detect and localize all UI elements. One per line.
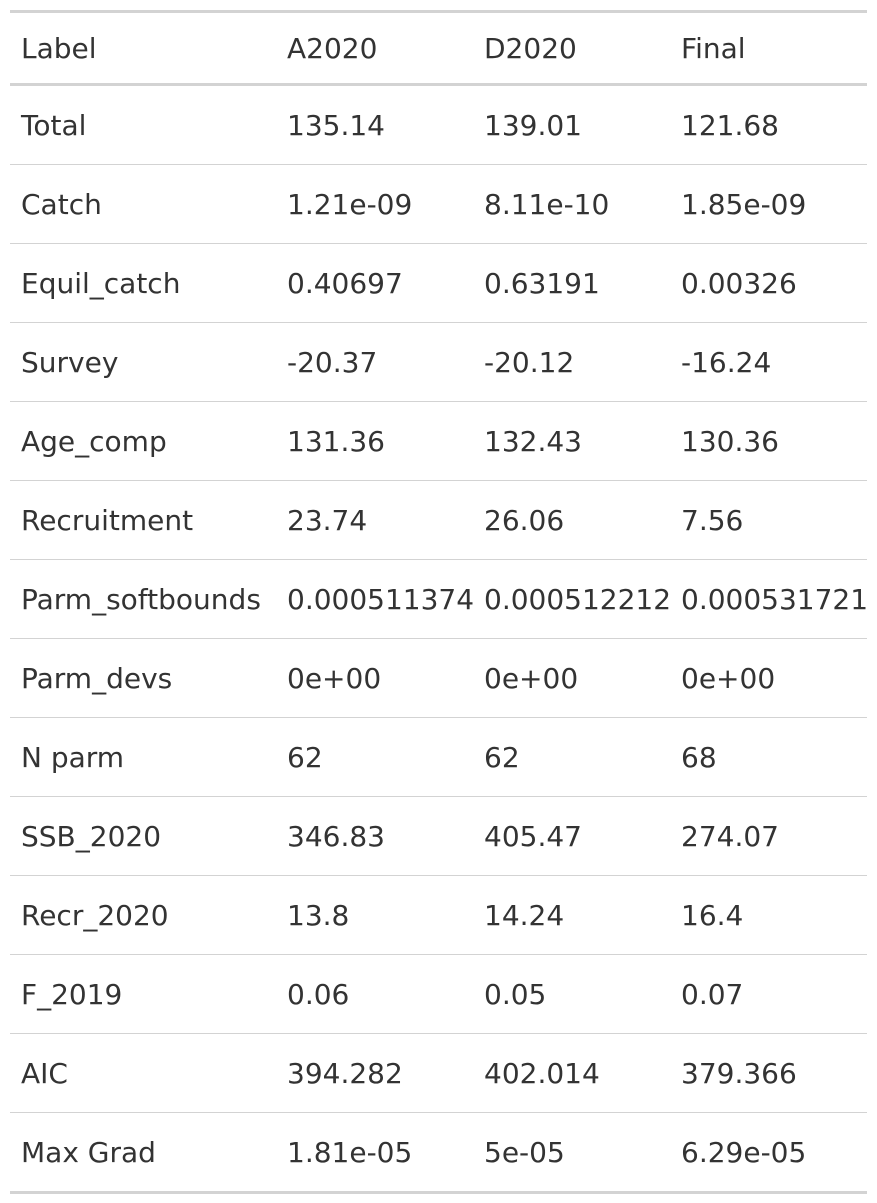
cell-label: Parm_softbounds bbox=[10, 559, 276, 639]
table-row: AIC 394.282 402.014 379.366 bbox=[10, 1033, 867, 1113]
table-row: Age_comp 131.36 132.43 130.36 bbox=[10, 401, 867, 481]
cell-d2020: 0.05 bbox=[473, 954, 670, 1034]
cell-label: SSB_2020 bbox=[10, 796, 276, 876]
cell-a2020: 346.83 bbox=[276, 796, 473, 876]
cell-d2020: 62 bbox=[473, 717, 670, 797]
cell-final: -16.24 bbox=[670, 322, 867, 402]
table-row: F_2019 0.06 0.05 0.07 bbox=[10, 954, 867, 1034]
cell-a2020: 13.8 bbox=[276, 875, 473, 955]
cell-d2020: 402.014 bbox=[473, 1033, 670, 1113]
column-header-label: Label bbox=[10, 11, 276, 86]
table-row: Recruitment 23.74 26.06 7.56 bbox=[10, 480, 867, 560]
cell-d2020: 8.11e-10 bbox=[473, 164, 670, 244]
cell-label: Recr_2020 bbox=[10, 875, 276, 955]
column-header-final: Final bbox=[670, 11, 867, 86]
table-header: Label A2020 D2020 Final bbox=[10, 11, 867, 86]
comparison-table: Label A2020 D2020 Final Total 135.14 139.0… bbox=[10, 10, 868, 1194]
cell-label: Total bbox=[10, 84, 276, 165]
table-row: Catch 1.21e-09 8.11e-10 1.85e-09 bbox=[10, 164, 867, 244]
cell-d2020: 405.47 bbox=[473, 796, 670, 876]
cell-a2020: 1.81e-05 bbox=[287, 1135, 413, 1169]
cell-d2020: 26.06 bbox=[473, 480, 670, 560]
cell-a2020: -20.37 bbox=[276, 322, 473, 402]
cell-d2020: 0.63191 bbox=[473, 243, 670, 323]
cell-final: 0e+00 bbox=[670, 638, 867, 718]
cell-a2020: 62 bbox=[276, 717, 473, 797]
cell-label: Age_comp bbox=[10, 401, 276, 481]
cell-final: 68 bbox=[670, 717, 867, 797]
cell-a2020: 23.74 bbox=[276, 480, 473, 560]
cell-final: 0.07 bbox=[670, 954, 867, 1034]
table-row: Survey -20.37 -20.12 -16.24 bbox=[10, 322, 867, 402]
cell-final: 6.29e-05 bbox=[681, 1135, 807, 1169]
cell-a2020: 0.40697 bbox=[276, 243, 473, 323]
cell-label: AIC bbox=[10, 1033, 276, 1113]
cell-a2020: 394.282 bbox=[276, 1033, 473, 1113]
cell-a2020: 0e+00 bbox=[276, 638, 473, 718]
cell-label: Max Grad bbox=[21, 1135, 156, 1169]
cell-label: Survey bbox=[10, 322, 276, 402]
cell-final: 0.00326 bbox=[670, 243, 867, 323]
cell-final: 16.4 bbox=[670, 875, 867, 955]
cell-a2020: 131.36 bbox=[276, 401, 473, 481]
table-row: Equil_catch 0.40697 0.63191 0.00326 bbox=[10, 243, 867, 323]
header-row: Label A2020 D2020 Final bbox=[10, 11, 867, 86]
cell-label: Recruitment bbox=[10, 480, 276, 560]
table-row: SSB_2020 346.83 405.47 274.07 bbox=[10, 796, 867, 876]
cell-final: 1.85e-09 bbox=[670, 164, 867, 244]
cell-a2020: 135.14 bbox=[276, 84, 473, 165]
cell-d2020: 0e+00 bbox=[473, 638, 670, 718]
cell-final: 130.36 bbox=[670, 401, 867, 481]
cell-label: Equil_catch bbox=[10, 243, 276, 323]
cell-label: Catch bbox=[10, 164, 276, 244]
table-row: Total 135.14 139.01 121.68 bbox=[10, 84, 867, 165]
cell-d2020: 139.01 bbox=[473, 84, 670, 165]
table-body: Total 135.14 139.01 121.68 Catch 1.21e-09 8.11… bbox=[10, 84, 868, 1193]
cell-label: N parm bbox=[10, 717, 276, 797]
table-row: N parm 62 62 68 bbox=[10, 717, 867, 797]
table-row: Parm_softbounds 0.000511374 0.000512212 0.0… bbox=[10, 559, 868, 639]
cell-a2020: 0.000511374 bbox=[276, 559, 474, 639]
cell-d2020: 5e-05 bbox=[484, 1135, 565, 1169]
cell-final: 0.000531721 bbox=[670, 559, 868, 639]
cell-final: 121.68 bbox=[670, 84, 867, 165]
cell-d2020: 0.000512212 bbox=[473, 559, 671, 639]
table-row: Parm_devs 0e+00 0e+00 0e+00 bbox=[10, 638, 867, 718]
cell-d2020: 132.43 bbox=[473, 401, 670, 481]
cell-final: 7.56 bbox=[670, 480, 867, 560]
cell-final: 379.366 bbox=[670, 1033, 867, 1113]
table-row: Max Grad 1.81e-05 5e-05 6.29e-05 bbox=[10, 1113, 867, 1193]
cell-d2020: 14.24 bbox=[473, 875, 670, 955]
cell-a2020: 1.21e-09 bbox=[276, 164, 473, 244]
cell-label: F_2019 bbox=[10, 954, 276, 1034]
cell-d2020: -20.12 bbox=[473, 322, 670, 402]
column-header-a2020: A2020 bbox=[276, 11, 473, 86]
cell-label: Parm_devs bbox=[10, 638, 276, 718]
table-row: Recr_2020 13.8 14.24 16.4 bbox=[10, 875, 867, 955]
cell-a2020: 0.06 bbox=[276, 954, 473, 1034]
comparison-table-container: Label A2020 D2020 Final Total 135.14 139.0… bbox=[10, 10, 868, 1194]
column-header-d2020: D2020 bbox=[473, 11, 670, 86]
cell-final: 274.07 bbox=[670, 796, 867, 876]
